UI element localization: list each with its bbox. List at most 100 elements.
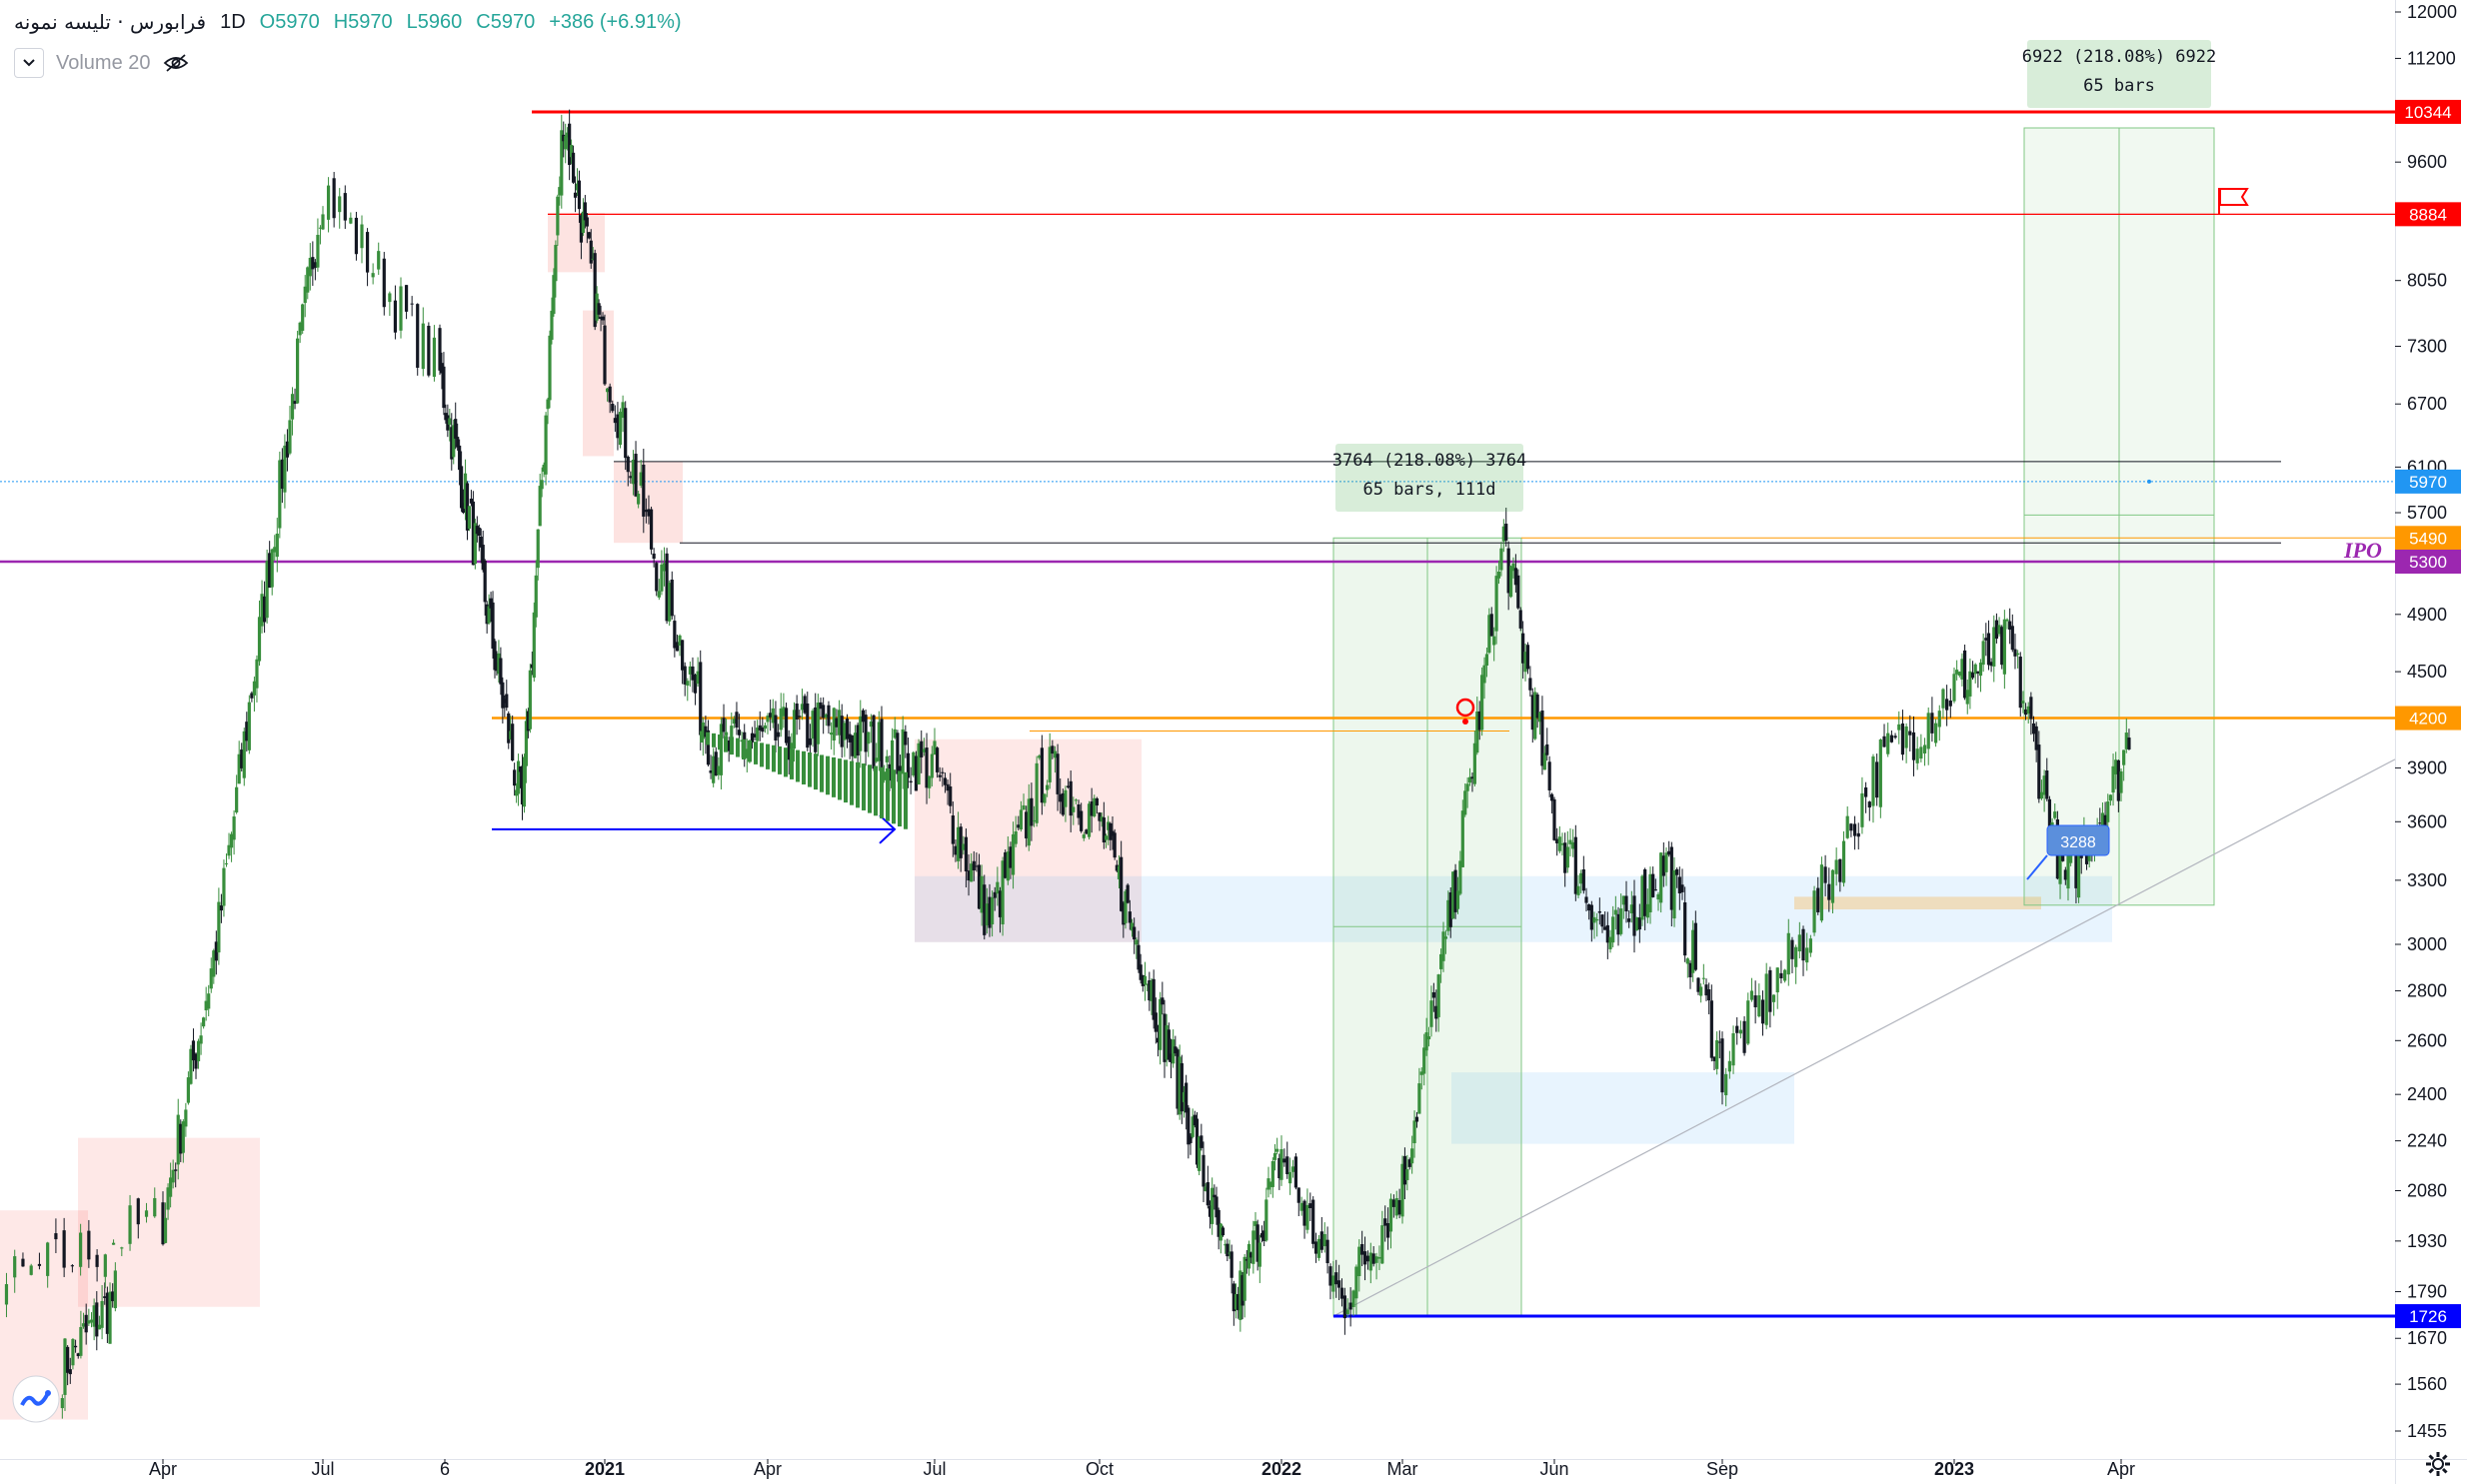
candle-body [1032, 819, 1037, 821]
candle-body [479, 537, 483, 548]
candle-body [1501, 526, 1505, 542]
candle-body [1328, 1266, 1332, 1286]
candle-body [977, 864, 982, 909]
candle-body [1753, 995, 1757, 1007]
candle-body [1984, 638, 1988, 641]
candle-body [1365, 1255, 1370, 1262]
price-axis-label: 3600 [2407, 811, 2447, 831]
gear-icon[interactable] [2423, 1449, 2453, 1479]
candle-body [898, 765, 903, 773]
candle-body [250, 693, 254, 699]
candle-body [996, 881, 1000, 894]
candle-body [864, 715, 868, 752]
candle-body [1849, 823, 1853, 831]
candle-body [1986, 633, 1991, 666]
candle-body [624, 408, 628, 459]
candle-body [444, 413, 448, 421]
tradingview-logo-icon[interactable] [12, 1375, 60, 1423]
channel-bar [880, 766, 884, 818]
candle-body [597, 303, 601, 315]
candle-body [1878, 740, 1882, 807]
candle-body [255, 659, 259, 689]
candle-body [1651, 873, 1655, 897]
price-tag-resistance-10344[interactable] [2395, 99, 2461, 124]
candle-body [1819, 864, 1824, 921]
candle-body [1226, 1243, 1230, 1257]
symbol-name[interactable]: فرابورس · تلیسه نمونه [14, 10, 207, 34]
price-tag-support-1726[interactable] [2395, 1304, 2461, 1329]
candle-body [1611, 916, 1615, 943]
candle-body [1035, 762, 1039, 823]
candle-body [1856, 832, 1860, 837]
candle-body [1198, 1136, 1202, 1171]
legend: فرابورس · تلیسه نمونه 1D O5970 H5970 L59… [14, 10, 682, 34]
channel-bar [766, 743, 770, 769]
candle-body [766, 716, 770, 723]
interval-label[interactable]: 1D [220, 10, 246, 33]
candle-body [1238, 1270, 1242, 1320]
candle-body [709, 769, 713, 773]
candle-body [1738, 1029, 1743, 1034]
candle-body [2031, 723, 2036, 735]
candle-body [1431, 991, 1435, 998]
candle-body [1696, 977, 1700, 992]
candle-body [1605, 924, 1609, 943]
candle-body [1563, 842, 1567, 873]
candle-body [840, 716, 844, 747]
candle-body [128, 1205, 132, 1244]
price-tag-level-5490[interactable] [2395, 526, 2461, 551]
candle-body [1760, 999, 1765, 1024]
candle-body [1048, 746, 1052, 782]
candle-body [1492, 636, 1496, 646]
price-tag-label: 5300 [2409, 553, 2447, 572]
candle-body [268, 553, 272, 589]
candle-body [1354, 1266, 1358, 1299]
candle-body [603, 325, 607, 385]
candle-body [454, 419, 458, 439]
candle-body [1377, 1256, 1381, 1259]
candle-body [1533, 692, 1537, 740]
chevron-down-icon[interactable] [14, 48, 44, 78]
candle-body [1066, 785, 1071, 787]
candle-body [1172, 1039, 1176, 1064]
candle-body [1499, 548, 1503, 571]
candle-body [1587, 904, 1591, 911]
candle-body [499, 658, 503, 685]
candle-body [1965, 690, 1969, 705]
price-tag-resistance-8884[interactable] [2395, 202, 2461, 227]
price-tag-ipo-line[interactable] [2395, 549, 2461, 574]
candle-body [930, 753, 934, 778]
candle-body [1742, 1020, 1746, 1053]
candle-body [1458, 860, 1462, 894]
candle-body [311, 257, 315, 270]
candle-body [631, 460, 636, 485]
price-tag-last-price[interactable] [2395, 469, 2461, 494]
candle-body [830, 733, 834, 736]
candle-body [1477, 711, 1481, 731]
candle-body [1677, 876, 1681, 893]
candle-body [993, 891, 997, 898]
channel-bar [892, 769, 896, 824]
candle-body [2063, 869, 2067, 880]
candle-body [62, 1230, 66, 1268]
candle-body [1446, 899, 1450, 931]
candle-body [497, 653, 501, 675]
candle-body [95, 1254, 99, 1267]
candle-body [644, 510, 648, 513]
volume-label[interactable]: Volume 20 [56, 51, 151, 74]
candle-body [1009, 846, 1013, 868]
candle-body [556, 196, 560, 236]
eye-crossed-icon[interactable] [163, 53, 189, 73]
candle-body [1523, 652, 1527, 673]
candle-body [349, 217, 353, 224]
price-tag-level-4200[interactable] [2395, 706, 2461, 731]
candle-body [2005, 619, 2009, 622]
candle-body [463, 473, 468, 510]
candle-body [303, 286, 307, 304]
candle-body [896, 733, 900, 774]
candle-body [1200, 1135, 1204, 1148]
candle-body [536, 529, 540, 569]
candle-body [1293, 1156, 1298, 1188]
candle-body [1537, 712, 1542, 723]
